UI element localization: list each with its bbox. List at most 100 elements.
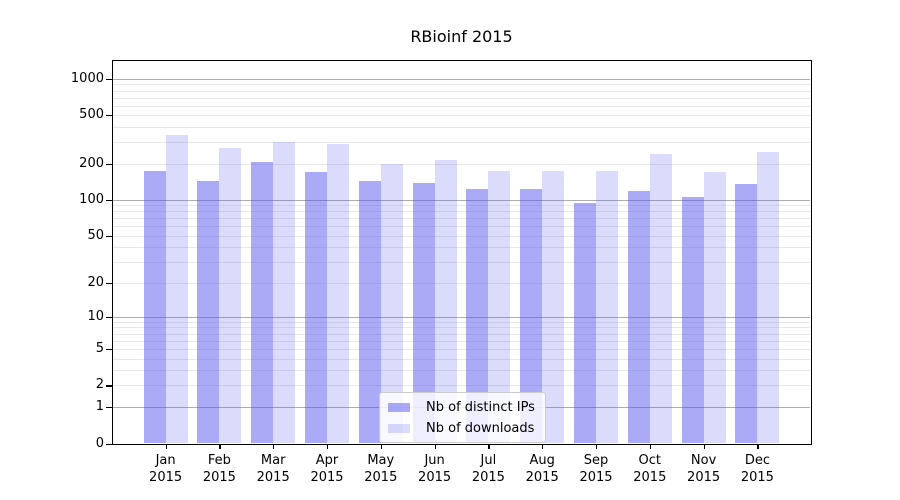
gridline-minor [113,84,810,86]
bar [520,189,543,444]
gridline-minor [113,90,810,92]
y-tick-label: 2 [95,377,104,393]
x-tick [380,445,382,449]
y-tick-label: 1 [95,398,104,414]
y-tick-label: 200 [79,155,104,171]
x-tick-label: Nov 2015 [687,452,721,485]
gridline-major [113,199,810,201]
gridline-minor [113,333,810,335]
bar [735,184,758,444]
bar [412,182,435,444]
bar [681,196,704,444]
gridline-minor [113,218,810,220]
y-tick-label: 100 [79,191,104,207]
gridline-minor [113,348,810,350]
gridline-major [113,316,810,318]
gridline-minor [113,97,810,99]
bar [305,172,327,444]
x-tick-label: Oct 2015 [633,452,667,485]
bar [757,152,780,444]
x-tick [596,445,598,449]
y-tick-label: 0 [95,435,104,451]
gridline-minor [113,327,810,329]
x-tick [434,445,436,449]
y-tick-label: 50 [87,227,104,243]
y-tick-label: 500 [79,107,104,123]
bar [251,161,274,444]
gridline-minor [113,385,810,387]
legend-swatch-distinct-ips [388,402,410,412]
y-tick [105,235,112,238]
x-tick-label: May 2015 [364,452,398,485]
x-tick-label: Dec 2015 [740,452,774,485]
x-tick-label: Apr 2015 [310,452,344,485]
legend-label-downloads: Nb of downloads [426,420,535,436]
y-tick [105,348,112,351]
bar [574,202,596,444]
y-tick-label: 5 [95,340,104,356]
bar [434,159,457,444]
gridline-minor [113,142,810,144]
y-tick [105,78,112,80]
x-tick [757,445,759,449]
y-tick-label: 20 [87,274,104,290]
gridline-minor [113,205,810,207]
bar [488,170,511,444]
bar [273,141,296,444]
bar [380,164,403,444]
gridline-minor [113,115,810,117]
y-tick [105,199,112,202]
legend-item-downloads: Nb of downloads [388,419,535,437]
x-tick [273,445,275,449]
y-tick-label: 1000 [70,70,104,86]
bar [143,171,166,444]
bar [358,180,381,444]
y-tick [105,406,112,409]
gridline-minor [113,226,810,228]
bar [197,181,220,444]
gridline-minor [113,262,810,264]
x-tick-label: Jun 2015 [418,452,452,485]
y-tick [105,163,112,165]
bar [165,134,188,444]
x-tick [488,445,490,449]
legend-item-distinct-ips: Nb of distinct IPs [388,398,535,416]
x-tick-label: Feb 2015 [202,452,236,485]
gridline-minor [113,211,810,213]
gridline-minor [113,282,810,284]
x-tick-label: Mar 2015 [256,452,290,485]
legend-label-distinct-ips: Nb of distinct IPs [426,399,535,415]
gridline-minor [113,247,810,249]
gridline-minor [113,321,810,323]
gridline-minor [113,370,810,372]
y-tick [105,385,112,387]
legend-swatch-downloads [388,423,410,433]
legend: Nb of distinct IPs Nb of downloads [379,392,546,443]
gridline-minor [113,235,810,237]
gridline-minor [113,163,810,165]
x-tick [165,445,167,449]
y-tick [105,282,112,284]
bar [219,147,242,444]
bar [627,190,650,444]
gridline-minor [113,105,810,107]
x-tick [649,445,651,449]
bar [703,172,726,444]
bar [649,153,672,444]
y-tick [105,316,112,319]
x-tick [219,445,221,449]
x-tick [703,445,705,449]
gridline-major [113,78,810,80]
y-tick [105,115,112,117]
x-tick-label: Aug 2015 [525,452,559,485]
x-tick-label: Jul 2015 [471,452,505,485]
y-tick-label: 10 [87,308,104,324]
x-tick [327,445,329,449]
gridline-minor [113,127,810,129]
y-tick [105,443,112,445]
bar [596,170,618,444]
bar [466,189,489,444]
x-tick [542,445,544,449]
x-tick-label: Sep 2015 [579,452,613,485]
